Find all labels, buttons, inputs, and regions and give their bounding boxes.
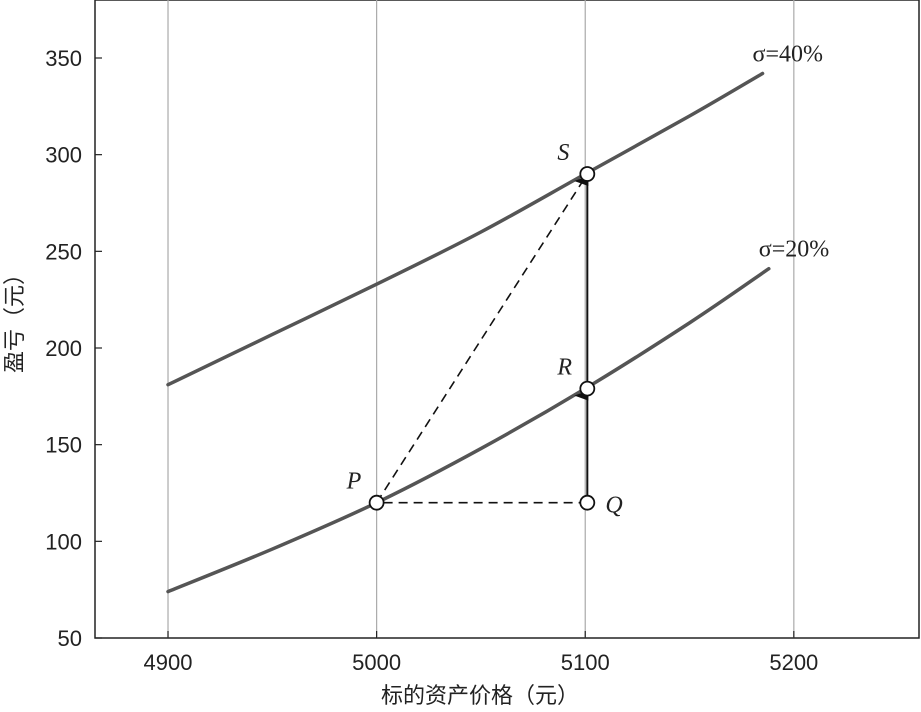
series-line	[166, 71, 765, 387]
grid	[167, 0, 795, 638]
y-axis-label: 盈亏（元）	[3, 263, 28, 373]
plot-frame	[94, 0, 920, 639]
point-marker	[579, 494, 596, 511]
y-tick-label: 350	[45, 46, 82, 71]
series-label: σ=20%	[759, 237, 829, 263]
y-tick-label: 200	[45, 336, 82, 361]
point-label: P	[346, 469, 362, 495]
point-label: S	[557, 140, 569, 166]
y-tick-label: 250	[45, 239, 82, 264]
x-tick-label: 5200	[769, 650, 818, 675]
point-marker	[579, 380, 596, 397]
y-tick-label: 100	[45, 529, 82, 554]
y-tick-label: 300	[45, 143, 82, 168]
x-tick-label: 5100	[561, 650, 610, 675]
annotations	[375, 173, 589, 504]
dashed-line-ps	[375, 173, 588, 504]
point-label: Q	[605, 493, 622, 519]
y-tick-label: 50	[58, 626, 82, 651]
y-tick-label: 150	[45, 433, 82, 458]
x-tick-label: 5000	[352, 650, 401, 675]
point-label: R	[556, 355, 572, 381]
series-line	[166, 266, 771, 594]
axis-ticks: 4900 5000 5100 5200 50 100 150 200 250 300 350	[45, 46, 818, 675]
points: P Q R S	[346, 140, 623, 519]
point-marker	[579, 166, 596, 182]
x-axis-label: 标的资产价格（元）	[381, 684, 579, 709]
series-label: σ=40%	[753, 41, 823, 67]
x-tick-label: 4900	[144, 650, 193, 675]
curves: σ=40% σ=20%	[166, 41, 829, 594]
point-marker	[368, 494, 385, 511]
